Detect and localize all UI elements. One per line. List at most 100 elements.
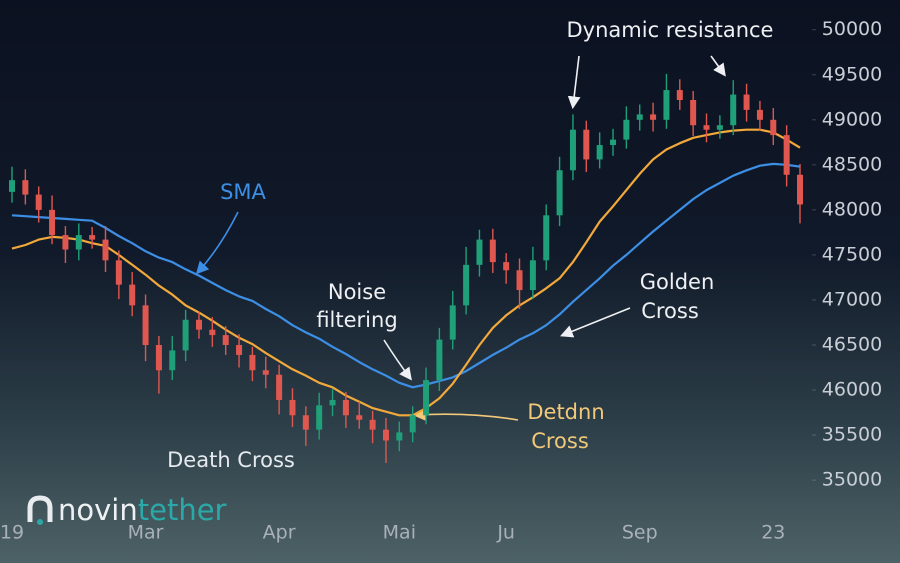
x-tick-label: Apr	[263, 522, 296, 544]
candle-body	[369, 419, 376, 430]
candle-body	[650, 114, 657, 120]
candle-body	[262, 370, 269, 375]
annotation: Golden	[640, 270, 715, 294]
logo-text: novintether	[58, 493, 227, 527]
candle-body	[396, 432, 403, 441]
candle-body	[35, 194, 42, 210]
candle-body	[690, 99, 697, 126]
candle-body	[703, 125, 710, 130]
candle-body	[676, 90, 683, 100]
candle-body	[436, 339, 443, 381]
candle-body	[610, 139, 617, 146]
candle-body	[276, 374, 283, 400]
y-tick-label: 49000	[822, 108, 882, 130]
annotation: Death Cross	[167, 448, 295, 472]
x-tick-label: 23	[761, 522, 785, 544]
candle-body	[316, 405, 323, 430]
annotation: Detdnn	[527, 400, 604, 424]
candle-body	[62, 235, 69, 250]
candle-body	[169, 350, 176, 371]
plot: 50000 49500 49000 48500 48000 47500 47000 46500…	[0, 18, 882, 544]
candle-body	[382, 429, 389, 441]
logo-part: tether	[138, 493, 227, 527]
candle-body	[142, 305, 149, 346]
candle-body	[503, 262, 510, 271]
candle-body	[22, 180, 29, 195]
candle-body	[209, 329, 216, 336]
arrow	[710, 55, 726, 77]
candle-body	[129, 284, 136, 306]
candle-body	[663, 90, 670, 120]
y-tick-label: 47500	[822, 243, 882, 265]
candle-body	[236, 345, 243, 355]
candle-body	[195, 319, 202, 330]
y-tick-label: 49500	[822, 63, 882, 85]
candle-body	[302, 415, 309, 430]
candle-body	[756, 109, 763, 120]
candle-body	[516, 270, 523, 291]
candle-body	[182, 319, 189, 351]
candle-body	[730, 94, 737, 126]
candle-body	[356, 415, 363, 420]
arrow	[195, 211, 239, 275]
y-tick-label: 50000	[822, 18, 882, 40]
candle-body	[556, 170, 563, 216]
y-tick-label: 48500	[822, 153, 882, 175]
candle-body	[797, 174, 803, 205]
sma-line	[11, 162, 801, 389]
arrow	[567, 55, 581, 110]
candle-body	[115, 260, 122, 285]
arrow	[560, 307, 631, 338]
candle-body	[569, 129, 576, 171]
candle-body	[75, 235, 82, 250]
candle-body	[463, 264, 470, 306]
annotation: Cross	[641, 299, 699, 323]
candle-body	[623, 119, 630, 140]
y-tick-label: 35500	[822, 424, 882, 446]
candle-body	[636, 114, 643, 120]
x-tick-label: 19	[0, 522, 24, 544]
logo-icon	[27, 495, 53, 522]
x-tick-label: Mai	[383, 522, 416, 544]
annotation: Cross	[531, 429, 589, 453]
arrow	[383, 339, 412, 381]
candle-body	[49, 209, 56, 236]
candle-body	[9, 180, 15, 192]
candle-body	[583, 129, 590, 160]
y-tick-label: 46500	[822, 334, 882, 356]
sma-line	[11, 128, 801, 417]
candle-body	[783, 135, 790, 175]
candle-body	[529, 260, 536, 291]
candle-body	[249, 354, 256, 371]
candle-body	[423, 380, 430, 416]
candle-body	[329, 399, 336, 406]
x-tick-label: Mar	[128, 522, 164, 544]
y-tick-label: 46000	[822, 379, 882, 401]
watermark: novintether	[27, 493, 227, 527]
candle-body	[102, 239, 109, 261]
candle-body	[596, 145, 603, 160]
annotation: Dynamic resistance	[567, 18, 774, 42]
candle-body	[716, 125, 723, 130]
candle-body	[543, 215, 550, 261]
y-tick-label: 48000	[822, 198, 882, 220]
logo-dot	[37, 519, 43, 525]
y-tick-label: 35000	[822, 469, 882, 491]
candle-body	[449, 305, 456, 340]
logo-part: novin	[58, 493, 138, 527]
candle-body	[89, 235, 96, 240]
annotation: SMA	[220, 180, 266, 204]
annotation: Noise	[328, 280, 386, 304]
candle-body	[222, 335, 229, 346]
candle-body	[409, 415, 416, 433]
candle-body	[289, 399, 296, 416]
x-tick-label: Ju	[496, 522, 515, 544]
annotation: filtering	[316, 308, 397, 332]
candle-body	[489, 239, 496, 263]
candle-body	[476, 239, 483, 265]
candle-body	[770, 119, 777, 136]
y-tick-label: 47000	[822, 288, 882, 310]
x-tick-label: Sep	[622, 522, 658, 544]
